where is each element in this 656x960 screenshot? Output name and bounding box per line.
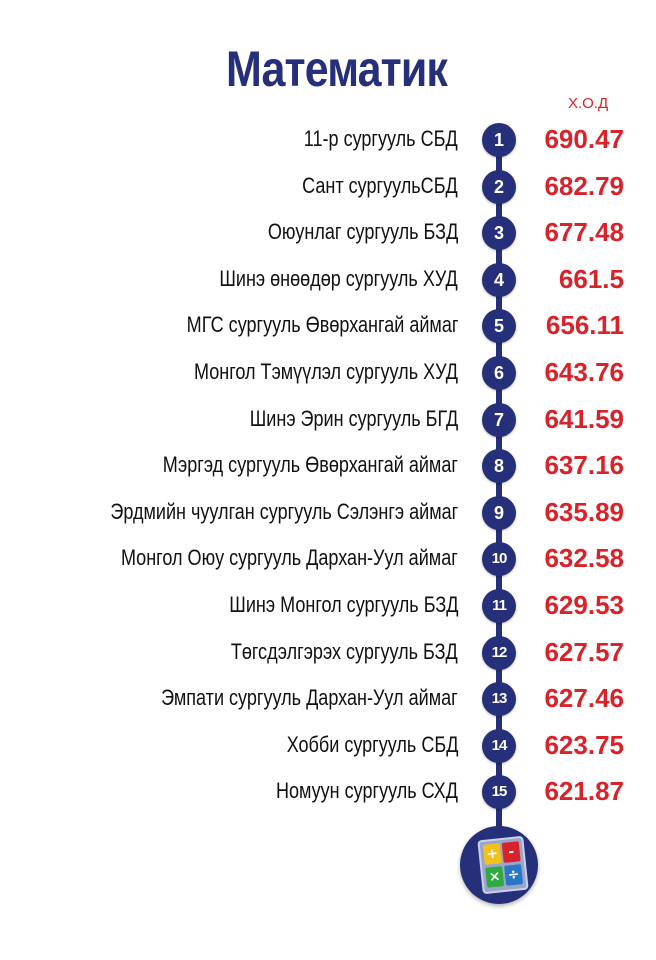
score-value: 621.87 (544, 776, 624, 807)
rank-badge: 13 (482, 682, 516, 717)
school-name: МГС сургууль Өвөрхангай аймаг (186, 312, 458, 338)
score-value: 632.58 (544, 543, 624, 574)
rank-badge: 1 (482, 123, 516, 157)
rank-badge: 9 (482, 495, 516, 530)
list-item: Хобби сургууль СБД 14 623.75 (0, 726, 656, 766)
list-item: Шинэ өнөөдөр сургууль ХУД 4 661.5 (0, 260, 656, 300)
school-name: Эрдмийн чуулган сургууль Сэлэнгэ аймаг (110, 498, 458, 524)
rank-badge: 12 (482, 635, 516, 670)
ranking-spine (496, 140, 502, 840)
school-name: Шинэ Монгол сургууль БЗД (228, 592, 458, 617)
school-name: Оюунлаг сургууль БЗД (267, 219, 458, 245)
score-value: 629.53 (544, 590, 624, 620)
score-value: 627.57 (544, 636, 624, 667)
score-value: 635.89 (544, 496, 624, 527)
school-name: Төгсдэлгэрэх сургууль БЗД (231, 638, 458, 664)
score-value: 627.46 (544, 683, 624, 714)
list-item: Шинэ Монгол сургууль БЗД 11 629.53 (0, 586, 656, 626)
school-name: Номуун сургууль СХД (276, 778, 458, 804)
rank-badge: 11 (482, 589, 516, 623)
rank-badge: 10 (482, 542, 516, 577)
rank-badge: 15 (482, 775, 516, 810)
school-name: Эмпати сургууль Дархан-Уул аймаг (161, 685, 458, 711)
school-name: Шинэ Эрин сургууль БГД (249, 405, 458, 431)
score-value: 623.75 (544, 729, 624, 760)
school-name: Монгол Тэмүүлэл сургууль ХУД (193, 359, 458, 384)
school-name: Сант сургуульСБД (302, 172, 458, 198)
list-item: Сант сургуульСБД 2 682.79 (0, 167, 656, 207)
list-item: Шинэ Эрин сургууль БГД 7 641.59 (0, 400, 656, 440)
list-item: Оюунлаг сургууль БЗД 3 677.48 (0, 213, 656, 253)
score-value: 643.76 (544, 357, 624, 387)
score-value: 641.59 (544, 403, 624, 434)
list-item: Эрдмийн чуулган сургууль Сэлэнгэ аймаг 9 6… (0, 493, 656, 533)
score-value: 682.79 (544, 170, 624, 201)
multiply-key: × (485, 866, 505, 888)
score-value: 637.16 (544, 450, 624, 481)
plus-key: + (482, 843, 502, 865)
calculator-body: + - × ÷ (477, 835, 529, 895)
list-item: 11-р сургууль СБД 1 690.47 (0, 120, 656, 160)
list-item: Номуун сургууль СХД 15 621.87 (0, 772, 656, 812)
minus-key: - (501, 841, 521, 863)
rank-badge: 14 (482, 728, 516, 763)
school-name: Монгол Оюу сургууль Дархан-Уул аймаг (121, 545, 458, 571)
rank-badge: 3 (482, 216, 516, 251)
calculator-icon: + - × ÷ (460, 826, 538, 904)
list-item: Төгсдэлгэрэх сургууль БЗД 12 627.57 (0, 633, 656, 673)
score-value: 656.11 (545, 310, 624, 341)
school-name: Шинэ өнөөдөр сургууль ХУД (219, 265, 458, 291)
rank-badge: 5 (482, 309, 516, 344)
rank-badge: 8 (482, 449, 516, 484)
list-item: Эмпати сургууль Дархан-Уул аймаг 13 627.46 (0, 679, 656, 719)
list-item: МГС сургууль Өвөрхангай аймаг 5 656.11 (0, 306, 656, 346)
school-name: Мэргэд сургууль Өвөрхангай аймаг (162, 452, 458, 478)
list-item: Монгол Оюу сургууль Дархан-Уул аймаг 10 63… (0, 539, 656, 579)
page-title: Математик (226, 41, 448, 97)
score-value: 661.5 (558, 263, 624, 294)
score-value: 677.48 (544, 217, 624, 248)
rank-badge: 7 (482, 402, 516, 437)
rank-badge: 4 (482, 262, 516, 297)
score-column-header: Х.О.Д (568, 95, 609, 112)
school-name: 11-р сургууль СБД (304, 126, 458, 151)
score-value: 690.47 (544, 124, 624, 154)
rank-badge: 2 (482, 169, 516, 204)
school-name: Хобби сургууль СБД (286, 731, 458, 757)
list-item: Мэргэд сургууль Өвөрхангай аймаг 8 637.16 (0, 446, 656, 486)
rank-badge: 6 (482, 356, 516, 390)
list-item: Монгол Тэмүүлэл сургууль ХУД 6 643.76 (0, 353, 656, 393)
divide-key: ÷ (504, 864, 524, 886)
